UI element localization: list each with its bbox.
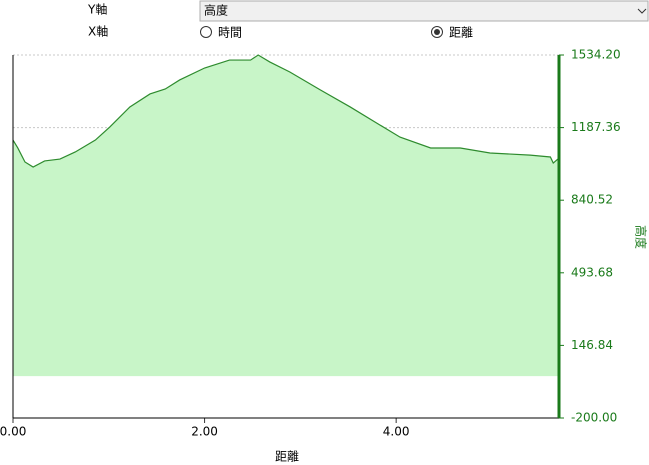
dropdown-value: 高度: [204, 3, 228, 18]
x-axis-label: X軸: [88, 25, 108, 39]
area: [13, 55, 559, 377]
y-tick-label: 1187.36: [571, 120, 621, 134]
x-axis-title: 距離: [275, 450, 299, 464]
y-tick-label: -200.00: [571, 411, 617, 425]
y-tick-label: 1534.20: [571, 48, 621, 62]
chevron: [637, 8, 647, 14]
line: [12, 54, 560, 168]
radio-dot: [434, 29, 440, 35]
y-tick-label: 146.84: [571, 338, 613, 352]
y-tick-label: 493.68: [571, 265, 613, 279]
dropdown[interactable]: [199, 0, 649, 22]
x-tick-label: 4.00: [383, 425, 410, 439]
y-axis-title: 高度: [634, 225, 649, 249]
radio-label: 距離: [449, 26, 473, 40]
radio-label: 時間: [218, 26, 242, 40]
x-tick-label: 0.00: [0, 425, 26, 439]
y-tick-label: 840.52: [571, 193, 613, 207]
x-tick-label: 2.00: [191, 425, 218, 439]
y-axis-label: Y軸: [87, 3, 107, 17]
radio[interactable]: [200, 26, 212, 38]
